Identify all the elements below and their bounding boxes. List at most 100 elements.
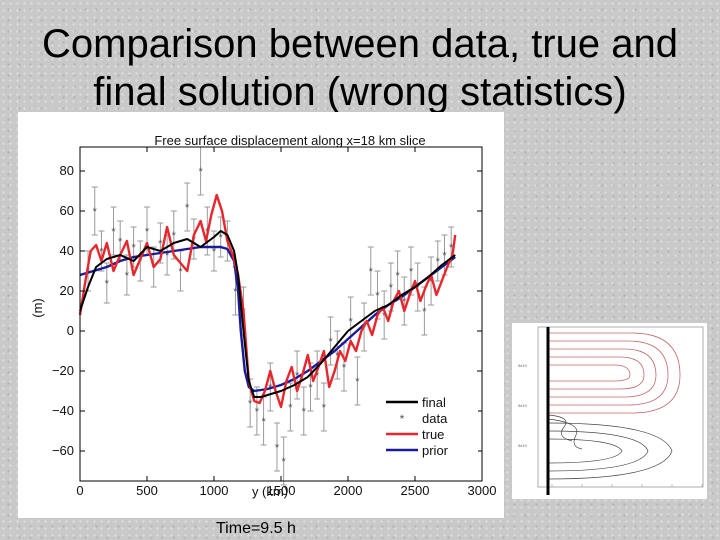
inset-contour-red-5 xyxy=(548,364,631,382)
slide-title-line-2: final solution (wrong statistics) xyxy=(93,70,627,114)
data-marker: * xyxy=(409,266,414,278)
y-tick-label: 80 xyxy=(60,163,74,178)
x-tick-label: 2000 xyxy=(334,483,363,498)
main-plot-panel: Free surface displacement along x=18 km … xyxy=(18,112,504,518)
data-marker: * xyxy=(131,242,136,254)
inset-y-tick-label: 5e10 xyxy=(518,403,528,408)
data-point: * xyxy=(300,386,307,436)
y-tick-label: 40 xyxy=(60,243,74,258)
data-marker: * xyxy=(422,306,427,318)
x-tick-label: 3000 xyxy=(468,483,497,498)
y-tick-label: 60 xyxy=(60,203,74,218)
data-marker: * xyxy=(442,250,447,262)
data-marker: * xyxy=(105,278,110,290)
data-point: * xyxy=(367,246,374,296)
data-marker: * xyxy=(349,316,354,328)
data-marker: * xyxy=(449,242,454,254)
inset-contour-red-4 xyxy=(548,356,645,390)
data-marker: * xyxy=(389,282,394,294)
legend-item-true: true xyxy=(386,427,444,442)
inset-contour-black-2 xyxy=(547,430,649,472)
data-marker: * xyxy=(185,202,190,214)
data-marker: * xyxy=(429,276,434,288)
data-point: * xyxy=(253,386,260,436)
slide-title: Comparison between data, true and final … xyxy=(0,20,720,116)
free-surface-chart: Free surface displacement along x=18 km … xyxy=(30,133,497,499)
chart-title: Free surface displacement along x=18 km … xyxy=(154,133,425,148)
data-marker: * xyxy=(395,270,400,282)
x-axis-label: y (km) xyxy=(252,484,288,499)
data-marker: * xyxy=(275,442,280,454)
inset-y-tick-label: 5e10 xyxy=(518,443,528,448)
x-tick-label: 2500 xyxy=(401,483,430,498)
data-marker: * xyxy=(308,382,313,394)
data-marker: * xyxy=(282,456,287,468)
inset-contour-black-1 xyxy=(547,422,673,480)
inset-contour-black-4 xyxy=(547,414,573,442)
data-point: * xyxy=(103,262,110,304)
legend-label-true: true xyxy=(422,427,444,442)
data-marker: * xyxy=(248,398,253,410)
data-point: * xyxy=(273,422,280,472)
data-marker: * xyxy=(145,226,150,238)
legend-item-prior: prior xyxy=(386,443,449,458)
data-point: * xyxy=(184,182,191,232)
data-point: * xyxy=(434,240,441,282)
inset-contour-black-5 xyxy=(547,418,583,450)
data-point: * xyxy=(110,206,117,256)
data-marker: * xyxy=(212,246,217,258)
data-marker: * xyxy=(342,362,347,374)
x-tick-label: 500 xyxy=(136,483,158,498)
legend-swatch-data: * xyxy=(400,412,405,426)
data-point: * xyxy=(327,316,334,366)
data-marker: * xyxy=(369,266,374,278)
data-marker: * xyxy=(375,290,380,302)
time-caption: Time=9.5 h xyxy=(216,520,296,537)
inset-contour-red-3 xyxy=(548,348,657,398)
data-marker: * xyxy=(288,402,293,414)
legend-item-final: final xyxy=(386,395,446,410)
legend-label-data: data xyxy=(422,411,448,426)
inset-contour-panel: 5e10 5e10 5e10 xyxy=(512,323,707,499)
data-marker: * xyxy=(111,226,116,238)
data-marker: * xyxy=(322,402,327,414)
data-marker: * xyxy=(118,236,123,248)
y-axis-label: (m) xyxy=(30,298,45,318)
data-marker: * xyxy=(165,250,170,262)
inset-contour-red-1 xyxy=(548,332,681,414)
legend-label-final: final xyxy=(422,395,446,410)
data-point: * xyxy=(91,186,98,236)
data-marker: * xyxy=(382,310,387,322)
data-point: * xyxy=(280,436,287,486)
data-marker: * xyxy=(138,256,143,268)
data-marker: * xyxy=(302,406,307,418)
data-marker: * xyxy=(233,286,238,298)
y-tick-label: −20 xyxy=(52,363,74,378)
slide-title-line-1: Comparison between data, true and xyxy=(42,22,678,66)
data-marker: * xyxy=(178,266,183,278)
data-marker: * xyxy=(362,322,367,334)
inset-contour-plot: 5e10 5e10 5e10 xyxy=(518,326,704,495)
inset-contour-red-2 xyxy=(548,340,669,406)
data-marker: * xyxy=(328,336,333,348)
data-marker: * xyxy=(192,234,197,246)
data-point: * xyxy=(381,290,388,340)
data-marker: * xyxy=(402,296,407,308)
data-marker: * xyxy=(125,270,130,282)
data-marker: * xyxy=(198,166,203,178)
data-marker: * xyxy=(436,256,441,268)
y-tick-label: 0 xyxy=(67,323,74,338)
data-marker: * xyxy=(355,376,360,388)
series-line-final xyxy=(79,230,456,398)
y-tick-label: −40 xyxy=(52,403,74,418)
data-point: * xyxy=(354,356,361,406)
data-marker: * xyxy=(99,246,104,258)
data-marker: * xyxy=(261,416,266,428)
data-marker: * xyxy=(219,232,224,244)
data-point: * xyxy=(314,350,321,400)
inset-y-tick-label: 5e10 xyxy=(518,363,528,368)
inset-black-contours xyxy=(547,414,673,480)
x-tick-label: 1500 xyxy=(267,483,296,498)
data-point: * xyxy=(320,382,327,432)
